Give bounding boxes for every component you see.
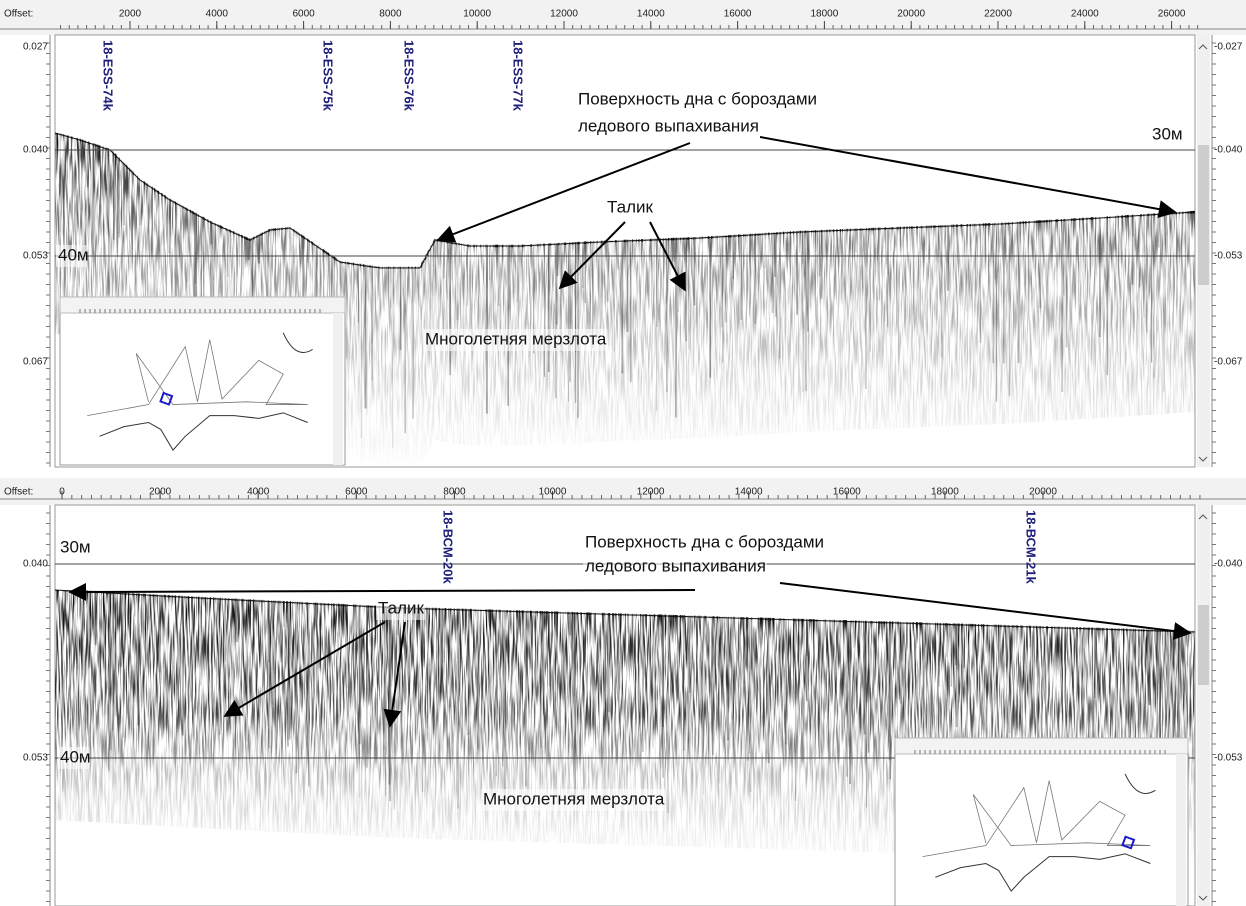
offset-label: Offset: (4, 9, 33, 20)
station-label: 18-ESS-74k (101, 40, 116, 112)
annotation: ледового выпахивания (585, 556, 766, 575)
inset-map (60, 297, 345, 465)
inset-map (895, 738, 1188, 906)
offset-tick-label: 2000 (149, 487, 172, 498)
time-tick-label: 0.053 (23, 251, 48, 262)
annotation: Поверхность дна с бороздами (578, 89, 817, 108)
station-label: 18-ВСМ-20k (441, 510, 456, 585)
offset-tick-label: 4000 (206, 9, 229, 20)
time-tick-label: -0.027 (1214, 42, 1243, 53)
offset-tick-label: 18000 (931, 487, 959, 498)
offset-tick-label: 10000 (463, 9, 491, 20)
annotation: ледового выпахивания (578, 116, 759, 135)
seismic-panel: Offset: 2000 4000 6000 8000 10000 12000 14000 16… (0, 0, 1246, 467)
offset-axis-bar (0, 478, 1246, 505)
time-tick-label: 0.053 (23, 753, 48, 764)
inset-axis (60, 297, 345, 313)
offset-tick-label: 0 (59, 487, 65, 498)
annotation: 30м (1152, 124, 1183, 143)
time-tick-label: 0.040 (23, 145, 48, 156)
station-label: 18-ESS-77k (511, 40, 526, 112)
offset-tick-label: 10000 (539, 487, 567, 498)
annotation: 40м (58, 245, 89, 264)
time-tick-label: -0.067 (1214, 357, 1243, 368)
station-label: 18-ESS-75k (321, 40, 336, 112)
time-tick-label: 0.040 (23, 559, 48, 570)
offset-tick-label: 24000 (1071, 9, 1099, 20)
offset-tick-label: 16000 (724, 9, 752, 20)
annotation: Многолетняя мерзлота (425, 329, 607, 348)
scrollbar-thumb (1198, 605, 1209, 685)
offset-tick-label: 8000 (443, 487, 466, 498)
seismic-panel: Offset: 0 2000 4000 6000 8000 10000 12000 14000 1… (0, 478, 1246, 906)
station-label: 18-ESS-76k (402, 40, 417, 112)
offset-tick-label: 26000 (1158, 9, 1186, 20)
offset-tick-label: 20000 (897, 9, 925, 20)
offset-tick-label: 18000 (810, 9, 838, 20)
screenshot: Offset: 2000 4000 6000 8000 10000 12000 14000 16… (0, 0, 1246, 906)
offset-tick-label: 20000 (1029, 487, 1057, 498)
annotation: 30м (60, 537, 91, 556)
offset-tick-label: 16000 (833, 487, 861, 498)
time-tick-label: 0.067 (23, 357, 48, 368)
inset-scrollbar (1176, 754, 1186, 906)
annotation: Многолетняя мерзлота (483, 789, 665, 808)
scrollbar (1197, 505, 1210, 906)
offset-tick-label: 8000 (379, 9, 402, 20)
annotation: 40м (60, 747, 91, 766)
offset-tick-label: 12000 (637, 487, 665, 498)
time-tick-label: 0.027 (23, 42, 48, 53)
time-tick-label: -0.053 (1214, 251, 1243, 262)
station-label: 18-ВСМ-21k (1024, 510, 1039, 585)
offset-tick-label: 2000 (119, 9, 142, 20)
offset-tick-label: 12000 (550, 9, 578, 20)
offset-tick-label: 4000 (247, 487, 270, 498)
time-tick-label: -0.040 (1214, 559, 1243, 570)
inset-scrollbar (333, 313, 343, 465)
offset-label: Offset: (4, 487, 33, 498)
inset-axis (895, 738, 1188, 754)
scrollbar-thumb (1198, 145, 1209, 285)
annotation: Поверхность дна с бороздами (585, 532, 824, 551)
offset-tick-label: 14000 (735, 487, 763, 498)
offset-tick-label: 6000 (345, 487, 368, 498)
offset-tick-label: 22000 (984, 9, 1012, 20)
annotation: Талик (378, 598, 424, 617)
annotation: Талик (607, 197, 653, 216)
offset-axis-bar (0, 0, 1246, 35)
offset-tick-label: 6000 (292, 9, 315, 20)
offset-tick-label: 14000 (637, 9, 665, 20)
time-tick-label: -0.053 (1214, 753, 1243, 764)
time-tick-label: -0.040 (1214, 145, 1243, 156)
